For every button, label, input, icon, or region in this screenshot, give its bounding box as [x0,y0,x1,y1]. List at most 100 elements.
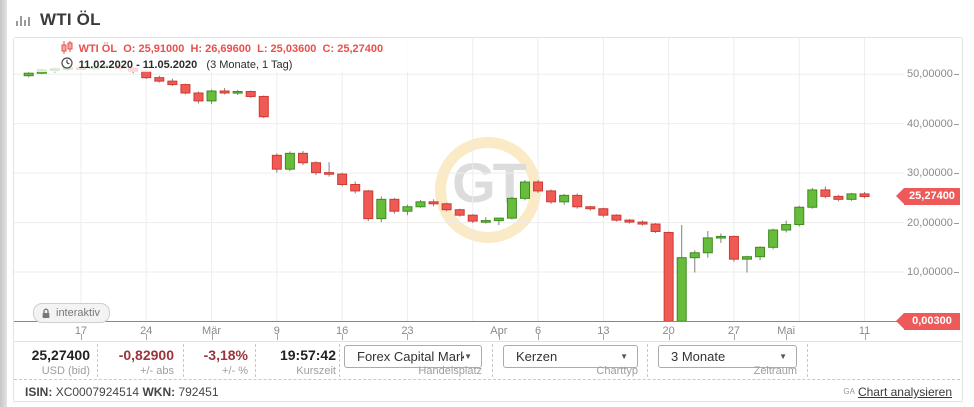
x-axis-label: 9 [273,325,280,337]
period-label: Zeitraum [753,365,797,377]
candle-24.02 [141,70,152,79]
y-axis-tick [954,74,959,76]
candle-15.04 [624,219,635,223]
candle-16.04 [637,221,648,225]
candle-01.04 [493,217,504,222]
candle-16.03 [337,173,348,185]
low-price-badge: 0,00300 [896,313,960,330]
candle-03.03 [219,90,230,94]
x-axis-label: 20 [662,325,675,337]
chart-analyze-link[interactable]: GA Chart analysieren [843,385,952,399]
candle-28.02 [193,92,204,102]
x-axis-tick [146,334,148,340]
candle-05.05 [807,189,818,208]
chevron-down-icon: ▼ [620,352,628,361]
period-select[interactable]: 3 Monate ▼ [658,345,797,368]
candle-20.04 [663,231,674,322]
candle-06.04 [533,181,544,192]
candle-08.05 [846,193,857,200]
candle-24.04 [715,235,726,239]
change-absolute-label: +/- abs [140,365,174,377]
x-axis-label: Mär [202,325,221,337]
current-price-badge: 25,27400 [896,188,960,205]
chart-plot-area[interactable]: GT WTI ÖL O: 25,91000 H: 26,69600 L: 25,… [14,38,960,340]
candle-18.03 [363,190,374,220]
x-axis-tick [498,334,500,340]
x-axis-label: 6 [534,325,542,337]
candle-04.03 [232,91,243,94]
isin-value: XC0007924514 [55,385,140,399]
candle-11.05 [859,193,870,197]
change-percent-label: +/- % [222,365,248,377]
candle-07.04 [546,190,557,203]
change-percent: -3,18% [203,347,248,363]
wkn-value: 792451 [178,385,219,399]
candle-29.04 [755,246,766,258]
chart-type-select[interactable]: Kerzen ▼ [503,345,638,368]
y-axis-tick [954,222,959,224]
candle-26.02 [167,80,178,86]
candle-25.02 [154,77,165,82]
candle-01.05 [781,224,792,231]
candlestick-chart[interactable] [14,38,960,340]
legend-overlay [14,38,444,72]
candle-13.04 [598,208,609,216]
clock-icon [30,45,73,84]
candle-23.04 [702,237,713,254]
y-axis-label: 40,00000 [907,117,953,130]
candle-17.03 [350,183,361,192]
candle-30.04 [768,229,779,248]
quote-toolbar: 25,27400 USD (bid) -0,82900 +/- abs -3,1… [13,341,963,402]
y-axis-label: 30,00000 [907,167,953,180]
candle-30.03 [467,214,478,222]
x-axis-tick [80,334,82,340]
chart-legend-period: 11.02.2020 - 11.05.2020 (3 Monate, 1 Tag… [30,57,292,71]
x-axis-label: 11 [858,325,871,337]
change-absolute: -0,82900 [118,347,174,363]
candle-02.03 [206,90,217,102]
lock-icon [42,308,50,318]
y-axis-label: 50,00000 [907,68,953,81]
y-axis-label: 10,00000 [907,266,953,279]
quote-time: 19:57:42 [279,347,336,363]
x-axis-label: 17 [74,325,88,337]
candle-09.04 [572,194,583,208]
legend-symbol: WTI ÖL [78,42,118,55]
instrument-id-row: ISIN: XC0007924514 WKN: 792451 GA Chart a… [14,379,960,400]
bid-price-label: USD (bid) [41,365,90,377]
candle-10.03 [284,152,295,170]
candle-07.05 [833,195,844,200]
bar-chart-icon [16,14,32,26]
x-axis-label: Apr [490,325,508,337]
candle-14.04 [611,214,622,221]
x-axis-tick [668,334,670,340]
candle-06.03 [258,95,269,118]
interactive-mode-toggle[interactable]: interaktiv [33,303,111,323]
period-select-value: 3 Monate [671,349,726,364]
candle-10.04 [585,206,596,210]
candle-13.03 [324,172,335,175]
candle-03.04 [519,181,530,199]
candle-25.03 [428,201,439,205]
chart-analyze-label: Chart analysieren [857,385,952,399]
page-left-edge [0,0,7,407]
x-axis-tick [864,334,866,340]
interactive-label: interaktiv [56,307,101,319]
quote-time-label: Kurszeit [296,365,336,377]
candle-11.03 [297,152,308,164]
candlestick-icon [30,38,73,69]
y-axis-tick [954,123,959,125]
isin-label: ISIN: [25,385,53,399]
isin-wkn-text: ISIN: XC0007924514 WKN: 792451 [25,385,219,399]
y-axis-tick [954,272,959,274]
x-axis-tick [538,334,540,340]
candle-05.03 [245,91,256,97]
candle-22.04 [689,252,700,259]
x-axis-tick [786,334,788,340]
candle-21.04 [676,257,687,322]
candle-28.04 [742,256,752,260]
candle-19.03 [376,198,387,220]
candle-27.04 [728,235,739,260]
venue-select[interactable]: Forex Capital Marke ▼ [344,345,482,368]
